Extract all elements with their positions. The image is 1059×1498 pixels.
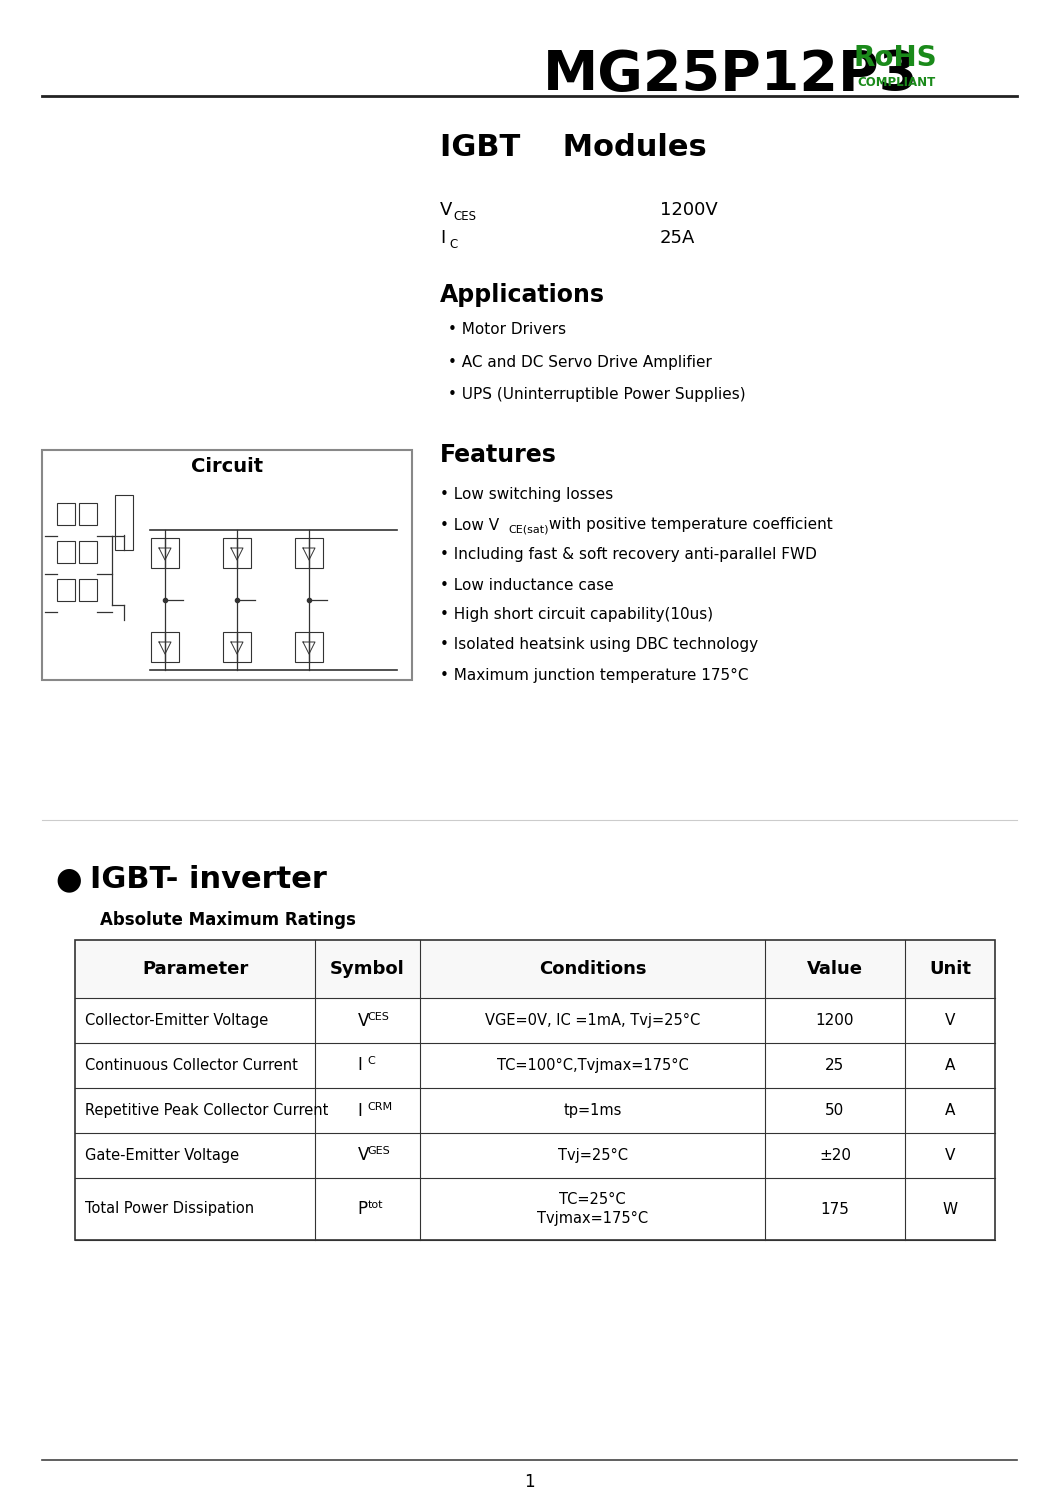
Text: 50: 50 [825, 1103, 845, 1118]
Text: A: A [945, 1058, 955, 1073]
Text: CES: CES [453, 211, 475, 223]
Text: VGE=0V, IC =1mA, Tvj=25°C: VGE=0V, IC =1mA, Tvj=25°C [485, 1013, 700, 1028]
Text: 25A: 25A [660, 229, 696, 247]
Text: IGBT- inverter: IGBT- inverter [90, 866, 327, 894]
Text: CRM: CRM [367, 1101, 393, 1112]
Text: 1200: 1200 [815, 1013, 855, 1028]
Text: Repetitive Peak Collector Current: Repetitive Peak Collector Current [85, 1103, 328, 1118]
Text: CE(sat): CE(sat) [508, 524, 549, 535]
Text: Tvj=25°C: Tvj=25°C [557, 1147, 628, 1162]
Text: I: I [358, 1101, 362, 1119]
Text: Applications: Applications [439, 283, 605, 307]
Bar [75, 1043, 995, 1088]
Bar [79, 580, 97, 601]
Text: V: V [358, 1146, 369, 1164]
Bar [75, 1132, 995, 1177]
Text: Gate-Emitter Voltage: Gate-Emitter Voltage [85, 1147, 239, 1162]
Text: RoHS: RoHS [854, 43, 937, 72]
Bar [42, 449, 412, 482]
Text: P: P [358, 1200, 367, 1218]
Text: COMPLIANT: COMPLIANT [858, 75, 936, 88]
Text: • AC and DC Servo Drive Amplifier: • AC and DC Servo Drive Amplifier [448, 355, 712, 370]
Bar [115, 494, 133, 550]
Text: V: V [945, 1147, 955, 1162]
Text: 25: 25 [825, 1058, 845, 1073]
Bar [42, 449, 412, 680]
Bar [151, 632, 179, 662]
Bar [295, 538, 323, 568]
Text: Parameter: Parameter [142, 960, 248, 978]
Text: V: V [358, 1011, 369, 1029]
Text: GES: GES [367, 1146, 391, 1156]
Text: • Motor Drivers: • Motor Drivers [448, 322, 567, 337]
Text: I: I [358, 1056, 362, 1074]
Bar [75, 1177, 995, 1240]
Text: Value: Value [807, 960, 863, 978]
Text: 1200V: 1200V [660, 201, 718, 219]
Text: Continuous Collector Current: Continuous Collector Current [85, 1058, 298, 1073]
Text: IGBT    Modules: IGBT Modules [439, 133, 706, 162]
Text: Unit: Unit [929, 960, 971, 978]
Text: C: C [449, 238, 457, 252]
Text: Features: Features [439, 443, 557, 467]
Text: TC=100°C,Tvjmax=175°C: TC=100°C,Tvjmax=175°C [497, 1058, 688, 1073]
Text: tot: tot [367, 1200, 383, 1210]
Text: • Low V: • Low V [439, 517, 499, 532]
Text: Total Power Dissipation: Total Power Dissipation [85, 1201, 254, 1216]
Text: tp=1ms: tp=1ms [563, 1103, 622, 1118]
Text: • Low inductance case: • Low inductance case [439, 578, 614, 593]
Text: TC=25°C: TC=25°C [559, 1192, 626, 1207]
Bar [75, 941, 995, 998]
Bar [75, 1088, 995, 1132]
Text: with positive temperature coefficient: with positive temperature coefficient [544, 517, 832, 532]
Bar [57, 580, 75, 601]
Text: Tvjmax=175°C: Tvjmax=175°C [537, 1210, 648, 1225]
Text: 175: 175 [821, 1201, 849, 1216]
Text: C: C [367, 1056, 375, 1067]
Text: ±20: ±20 [819, 1147, 851, 1162]
Bar [75, 998, 995, 1043]
Text: • Low switching losses: • Low switching losses [439, 487, 613, 502]
Text: Circuit: Circuit [191, 457, 263, 475]
Text: V: V [945, 1013, 955, 1028]
Text: W: W [943, 1201, 957, 1216]
Bar [75, 941, 995, 1240]
Text: • UPS (Uninterruptible Power Supplies): • UPS (Uninterruptible Power Supplies) [448, 386, 746, 401]
Text: Symbol: Symbol [330, 960, 405, 978]
Bar [223, 632, 251, 662]
Bar [79, 503, 97, 524]
Bar [57, 541, 75, 563]
Text: • High short circuit capability(10us): • High short circuit capability(10us) [439, 608, 713, 623]
Text: Conditions: Conditions [539, 960, 646, 978]
Bar [295, 632, 323, 662]
Text: I: I [439, 229, 445, 247]
Bar [151, 538, 179, 568]
Bar [57, 503, 75, 524]
Bar [223, 538, 251, 568]
Text: Absolute Maximum Ratings: Absolute Maximum Ratings [100, 911, 356, 929]
Text: • Maximum junction temperature 175°C: • Maximum junction temperature 175°C [439, 668, 749, 683]
Text: V: V [439, 201, 452, 219]
Bar [79, 541, 97, 563]
Text: CES: CES [367, 1011, 390, 1022]
Text: MG25P12P3: MG25P12P3 [542, 48, 918, 102]
Text: • Isolated heatsink using DBC technology: • Isolated heatsink using DBC technology [439, 638, 758, 653]
Text: • Including fast & soft recovery anti-parallel FWD: • Including fast & soft recovery anti-pa… [439, 547, 816, 563]
Text: ●: ● [55, 866, 82, 894]
Text: A: A [945, 1103, 955, 1118]
Text: 1: 1 [524, 1473, 535, 1491]
Text: Collector-Emitter Voltage: Collector-Emitter Voltage [85, 1013, 268, 1028]
